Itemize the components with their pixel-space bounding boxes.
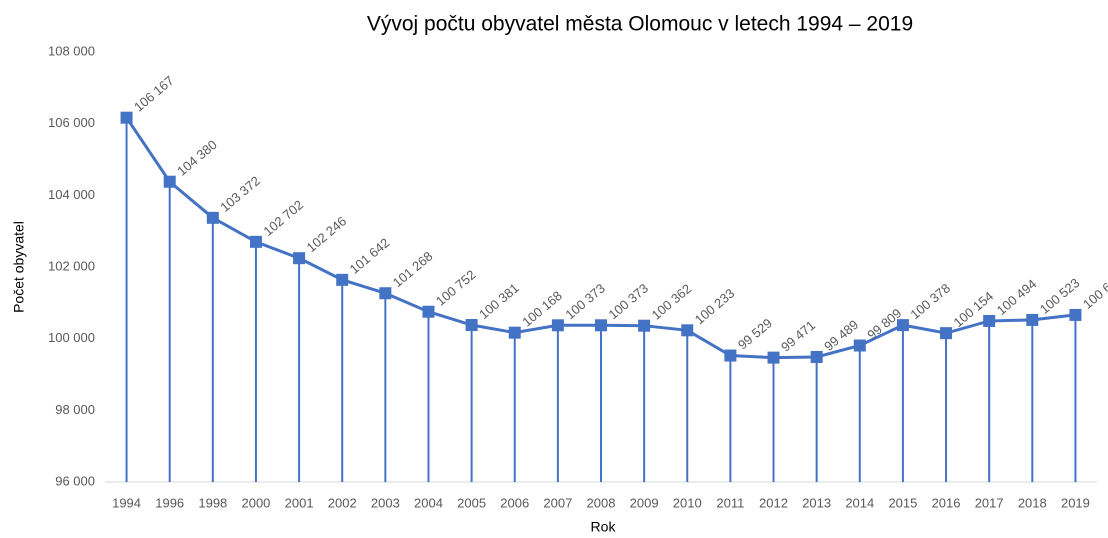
marker	[767, 351, 780, 364]
marker	[120, 111, 133, 124]
x-tick-label: 2016	[932, 495, 961, 510]
y-tick-label: 108 000	[48, 43, 95, 58]
x-tick-label: 2012	[759, 495, 788, 510]
marker	[249, 235, 262, 248]
x-tick-label: 2001	[285, 495, 314, 510]
marker	[508, 326, 521, 339]
y-tick-label: 96 000	[55, 473, 95, 488]
data-label: 100 494	[994, 276, 1040, 318]
data-label: 100 381	[476, 280, 522, 322]
data-label: 102 702	[260, 197, 306, 239]
marker	[983, 314, 996, 327]
data-label: 102 246	[304, 213, 350, 255]
marker	[853, 339, 866, 352]
chart-title: Vývoj počtu obyvatel města Olomouc v let…	[367, 13, 913, 36]
data-label: 103 372	[217, 173, 263, 215]
data-label: 100 362	[649, 281, 695, 323]
data-label: 100 378	[907, 280, 953, 322]
x-tick-label: 2015	[888, 495, 917, 510]
marker	[595, 319, 607, 332]
x-tick-label: 1998	[198, 495, 227, 510]
x-tick-label: 2018	[1018, 495, 1047, 510]
marker	[293, 252, 306, 265]
y-tick-label: 100 000	[48, 330, 95, 345]
marker	[1069, 308, 1082, 321]
x-tick-label: 2019	[1061, 495, 1090, 510]
marker	[810, 350, 823, 363]
data-label: 100 373	[605, 281, 651, 323]
x-tick-label: 1996	[155, 495, 184, 510]
data-label: 100 373	[562, 281, 608, 323]
marker	[896, 319, 909, 332]
data-label: 106 167	[131, 73, 177, 115]
marker	[551, 319, 564, 332]
x-tick-label: 2007	[543, 495, 572, 510]
x-tick-label: 2017	[975, 495, 1004, 510]
marker	[379, 287, 392, 300]
x-tick-label: 2005	[457, 495, 486, 510]
marker	[206, 211, 219, 224]
x-tick-label: 2014	[845, 495, 874, 510]
x-tick-label: 2011	[716, 495, 744, 510]
x-tick-label: 1994	[112, 495, 141, 510]
y-tick-label: 106 000	[48, 115, 95, 130]
marker	[336, 273, 349, 286]
data-label: 101 268	[390, 248, 436, 290]
x-tick-label: 2006	[500, 495, 529, 510]
x-tick-label: 2003	[371, 495, 400, 510]
marker	[163, 175, 176, 188]
x-tick-label: 2000	[241, 495, 270, 510]
x-tick-label: 2009	[630, 495, 659, 510]
x-tick-label: 2013	[802, 495, 831, 510]
marker	[940, 327, 953, 340]
x-axis-label: Rok	[591, 519, 617, 535]
data-label: 100 233	[692, 286, 738, 328]
data-label: 104 380	[174, 137, 220, 179]
data-label: 99 529	[735, 315, 775, 352]
data-label: 100 752	[433, 267, 479, 309]
marker	[681, 324, 694, 337]
marker	[465, 319, 478, 332]
x-tick-label: 2002	[328, 495, 357, 510]
y-tick-label: 98 000	[55, 402, 95, 417]
y-tick-label: 104 000	[48, 187, 95, 202]
marker	[638, 319, 651, 332]
x-tick-label: 2004	[414, 495, 443, 510]
marker	[724, 349, 737, 362]
marker	[422, 305, 435, 318]
data-label: 99 471	[778, 318, 818, 355]
marker	[1026, 313, 1039, 326]
y-tick-label: 102 000	[48, 258, 95, 273]
x-tick-label: 2010	[673, 495, 702, 510]
data-label: 100 663	[1080, 270, 1108, 312]
x-tick-label: 2008	[587, 495, 616, 510]
y-axis-label: Počet obyvatel	[11, 221, 27, 313]
data-label: 101 642	[347, 235, 393, 277]
